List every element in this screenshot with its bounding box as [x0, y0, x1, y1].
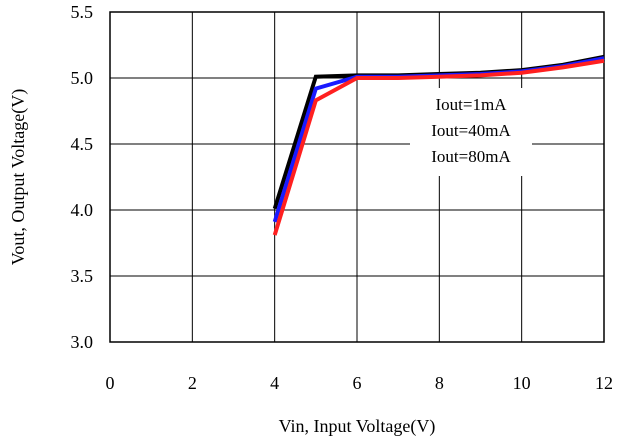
legend-box [410, 88, 532, 176]
x-tick-label: 0 [106, 373, 115, 393]
series-line-3 [272, 58, 605, 236]
y-tick-label: 5.5 [71, 2, 94, 22]
y-tick-label: 3.5 [71, 266, 94, 286]
y-tick-label: 4.0 [71, 200, 94, 220]
legend-entry: Iout=40mA [431, 121, 511, 140]
y-axis-label: Vout, Output Voltage(V) [8, 89, 29, 266]
x-axis-ticks: 0 2 4 6 8 10 12 [106, 373, 614, 393]
legend-entry: Iout=1mA [436, 95, 508, 114]
x-tick-label: 6 [353, 373, 362, 393]
x-tick-label: 10 [513, 373, 531, 393]
x-tick-label: 12 [595, 373, 613, 393]
x-tick-label: 4 [270, 373, 279, 393]
legend-entry: Iout=80mA [431, 147, 511, 166]
grid-lines [110, 12, 604, 342]
series-lines [272, 54, 605, 236]
y-tick-label: 4.5 [71, 134, 94, 154]
plot-frame [109, 11, 605, 343]
y-axis-ticks: 3.0 3.5 4.0 4.5 5.0 5.5 [71, 2, 94, 352]
x-tick-label: 8 [435, 373, 444, 393]
y-tick-label: 3.0 [71, 332, 94, 352]
legend: Iout=1mA Iout=40mA Iout=80mA [410, 88, 532, 176]
y-tick-label: 5.0 [71, 68, 94, 88]
x-tick-label: 2 [188, 373, 197, 393]
x-axis-label: Vin, Input Voltage(V) [279, 416, 436, 437]
